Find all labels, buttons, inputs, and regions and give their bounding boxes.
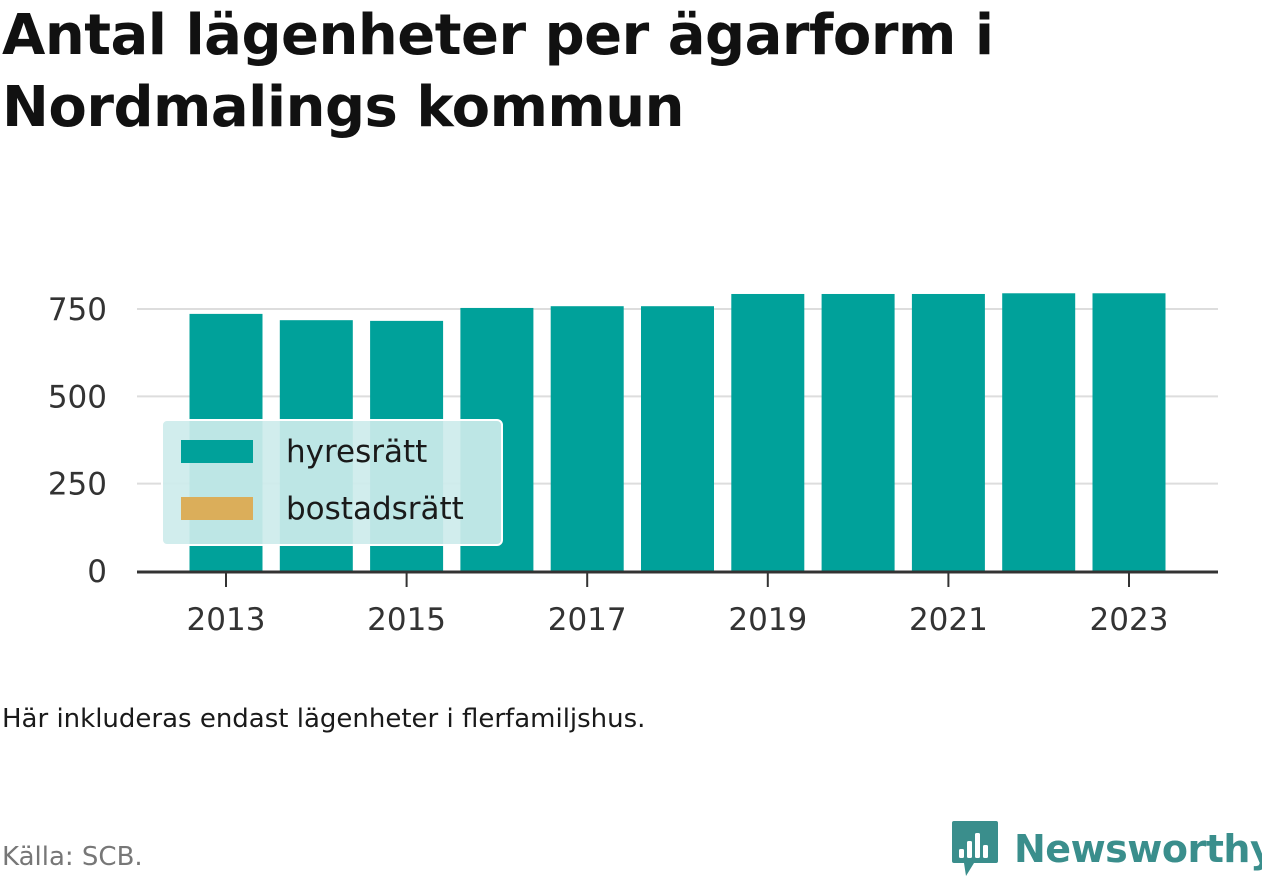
- brand-name: Newsworthy: [1014, 827, 1262, 871]
- x-tick-label: 2015: [367, 602, 446, 638]
- bar-hyresrtt-2019: [731, 293, 805, 571]
- bar-hyresrtt-2022: [1002, 293, 1076, 571]
- bar-hyresrtt-2017: [550, 306, 624, 571]
- legend-swatch: [181, 440, 253, 463]
- bar-hyresrtt-2020: [821, 293, 895, 571]
- y-axis-ticks: 0 250 500 750: [48, 292, 107, 590]
- y-tick-label: 250: [48, 467, 107, 503]
- bar-hyresrtt-2021: [911, 293, 985, 571]
- legend: hyresrätt bostadsrätt: [161, 419, 503, 546]
- newsworthy-logo: Newsworthy: [950, 818, 1262, 880]
- bar-hyresrtt-2023: [1092, 293, 1166, 571]
- x-tick-label: 2021: [909, 602, 988, 638]
- x-axis: 2013 2015 2017 2019 2021 2023: [137, 570, 1218, 638]
- bar-chart-speech-bubble-icon: [952, 821, 998, 876]
- chart-title: Antal lägenheter per ägarform i Nordmali…: [2, 3, 994, 140]
- chart-note: Här inkluderas endast lägenheter i flerf…: [2, 704, 646, 734]
- x-tick-label: 2013: [187, 602, 266, 638]
- y-tick-label: 750: [48, 292, 107, 328]
- legend-label: hyresrätt: [286, 434, 427, 470]
- legend-swatch: [181, 497, 253, 520]
- source-credit: Källa: SCB.: [2, 842, 143, 872]
- x-tick-label: 2023: [1090, 602, 1169, 638]
- y-tick-label: 500: [48, 379, 107, 415]
- x-tick-label: 2019: [728, 602, 807, 638]
- x-tick-label: 2017: [548, 602, 627, 638]
- bar-hyresrtt-2018: [641, 306, 714, 571]
- y-tick-label: 0: [87, 554, 107, 590]
- legend-label: bostadsrätt: [286, 491, 464, 527]
